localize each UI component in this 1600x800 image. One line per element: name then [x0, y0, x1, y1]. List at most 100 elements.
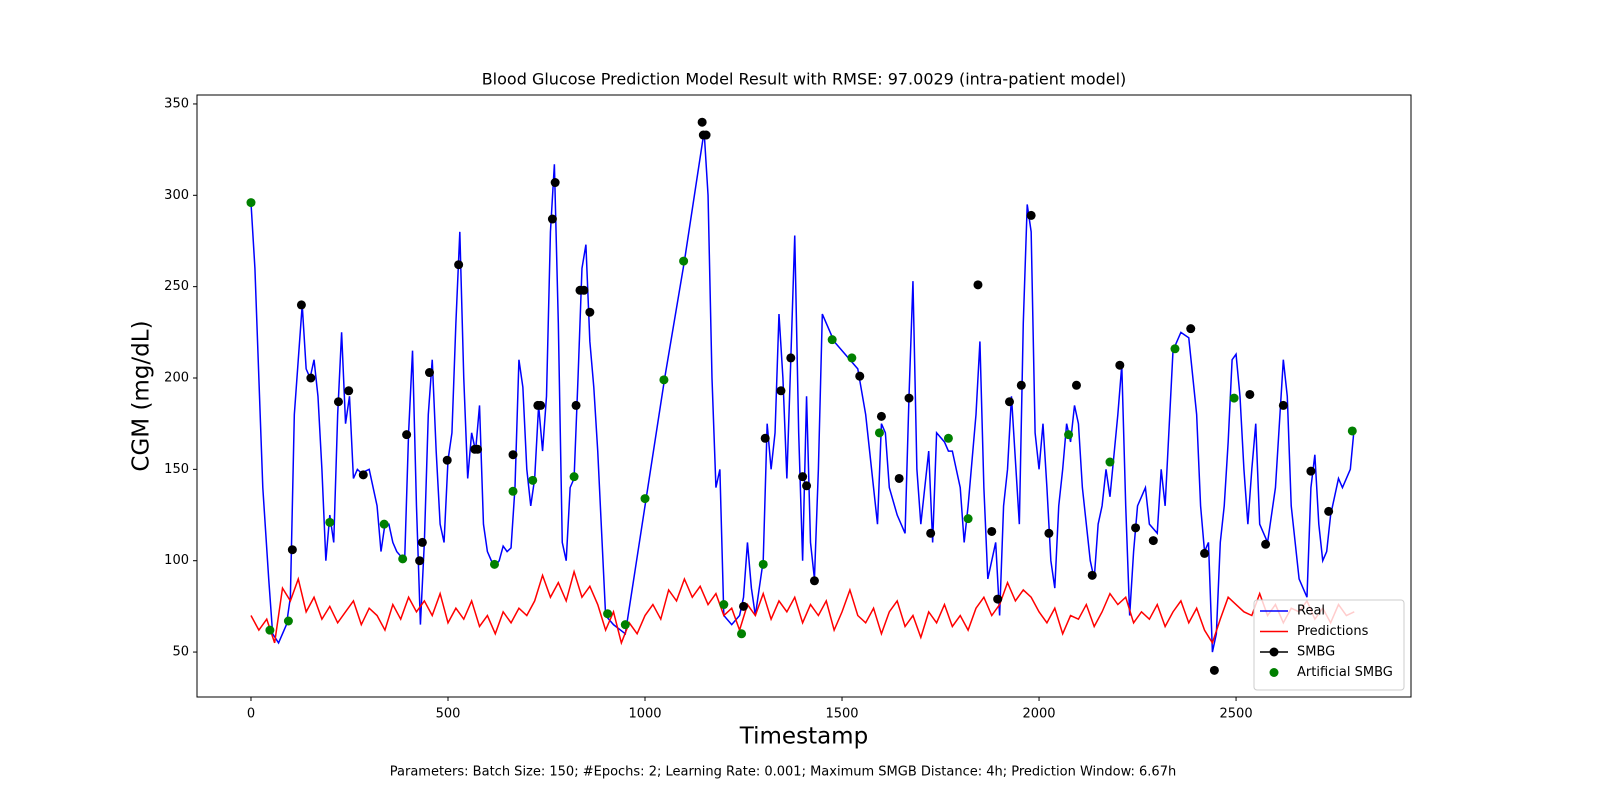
data-point — [547, 214, 557, 224]
series-line — [250, 568, 1355, 646]
data-point — [528, 475, 538, 485]
x-tick-label: 0 — [247, 707, 255, 722]
data-point — [973, 280, 983, 290]
data-point — [943, 433, 953, 443]
legend-label: Real — [1297, 604, 1325, 619]
data-point — [344, 386, 354, 396]
x-tick-label: 1000 — [628, 707, 661, 722]
x-axis-label: Timestamp — [739, 724, 868, 750]
data-point — [571, 400, 581, 410]
data-point — [904, 393, 914, 403]
chart-title: Blood Glucose Prediction Model Result wi… — [482, 70, 1127, 89]
data-point — [489, 559, 499, 569]
data-point — [809, 576, 819, 586]
data-point — [1064, 430, 1074, 440]
x-tick-label: 500 — [436, 707, 461, 722]
data-point — [987, 526, 997, 536]
data-point — [993, 594, 1003, 604]
data-point — [579, 285, 589, 295]
data-point — [333, 397, 343, 407]
data-point — [1016, 380, 1026, 390]
plot-frame — [196, 94, 1412, 698]
data-point — [963, 514, 973, 524]
data-point — [776, 386, 786, 396]
data-point — [1148, 536, 1158, 546]
data-point — [874, 428, 884, 438]
plot-area — [246, 117, 1357, 675]
x-tick-label: 2500 — [1220, 707, 1253, 722]
data-point — [398, 554, 408, 564]
y-tick-label: 300 — [164, 188, 189, 203]
data-point — [847, 353, 857, 363]
data-point — [679, 256, 689, 266]
data-point — [697, 117, 707, 127]
y-tick-label: 100 — [164, 553, 189, 568]
data-point — [1026, 210, 1036, 220]
data-point — [246, 198, 256, 208]
data-point — [536, 400, 546, 410]
data-point — [1105, 457, 1115, 467]
y-tick-label: 150 — [164, 462, 189, 477]
data-point — [640, 494, 650, 504]
data-point — [1200, 548, 1210, 558]
data-point — [1278, 400, 1288, 410]
data-point — [827, 335, 837, 345]
legend-label: Predictions — [1297, 624, 1369, 639]
data-point — [798, 472, 808, 482]
x-tick-label: 2000 — [1022, 707, 1055, 722]
x-tick-label: 1500 — [825, 707, 858, 722]
y-tick-label: 50 — [172, 645, 189, 660]
data-point — [1044, 528, 1054, 538]
data-point — [1229, 393, 1239, 403]
data-point — [358, 470, 368, 480]
data-point — [287, 545, 297, 555]
data-point — [296, 300, 306, 310]
data-point — [760, 433, 770, 443]
data-point — [417, 537, 427, 547]
data-point — [325, 517, 335, 527]
data-point — [454, 260, 464, 270]
legend-box — [1253, 599, 1405, 691]
data-point — [1347, 426, 1357, 436]
data-point — [1186, 324, 1196, 334]
legend-marker — [1269, 647, 1279, 657]
data-point — [758, 559, 768, 569]
data-point — [1209, 665, 1219, 675]
y-axis-label: CGM (mg/dL) — [129, 320, 155, 471]
data-point — [1261, 539, 1271, 549]
data-point — [442, 455, 452, 465]
data-point — [1245, 389, 1255, 399]
data-point — [1131, 523, 1141, 533]
data-point — [379, 519, 389, 529]
data-point — [1071, 380, 1081, 390]
data-point — [1324, 506, 1334, 516]
data-point — [283, 616, 293, 626]
data-point — [786, 353, 796, 363]
data-point — [306, 373, 316, 383]
data-point — [585, 307, 595, 317]
data-point — [855, 371, 865, 381]
data-point — [1004, 397, 1014, 407]
legend-label: Artificial SMBG — [1297, 665, 1393, 680]
data-point — [620, 620, 630, 630]
data-point — [1306, 466, 1316, 476]
y-tick-label: 250 — [164, 279, 189, 294]
data-point — [550, 178, 560, 188]
data-point — [737, 629, 747, 639]
footer-note: Parameters: Batch Size: 150; #Epochs: 2;… — [390, 765, 1176, 780]
data-point — [701, 130, 711, 140]
y-tick-label: 350 — [164, 96, 189, 111]
data-point — [1115, 360, 1125, 370]
data-point — [894, 473, 904, 483]
data-point — [473, 444, 483, 454]
data-point — [603, 609, 613, 619]
data-point — [876, 411, 886, 421]
data-point — [569, 472, 579, 482]
data-point — [659, 375, 669, 385]
data-point — [508, 486, 518, 496]
data-point — [1170, 344, 1180, 354]
data-point — [402, 430, 412, 440]
data-point — [424, 368, 434, 378]
data-point — [508, 450, 518, 460]
